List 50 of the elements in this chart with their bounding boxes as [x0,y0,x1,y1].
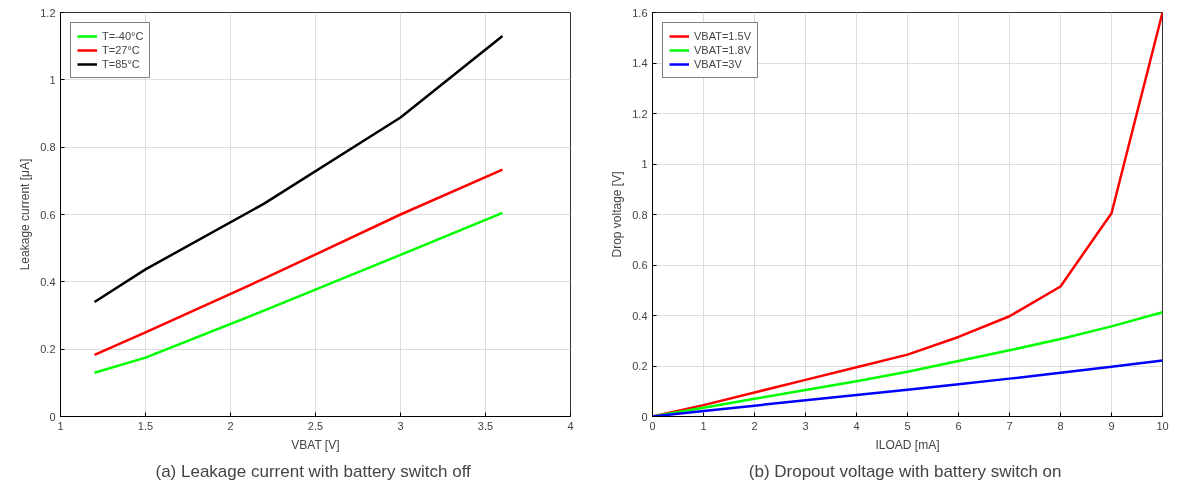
x-tick-label: 4 [853,419,860,432]
y-tick-label: 0.2 [40,343,56,356]
y-tick-label: 0.8 [632,208,648,221]
x-tick-label: 10 [1156,419,1169,432]
x-axis-title: ILOAD [mA] [875,437,940,452]
y-tick-label: 1.2 [40,6,56,19]
legend-label: T=-40°C [102,29,144,43]
line-series [652,12,1163,417]
y-tick-label: 0.8 [40,141,56,154]
line-series [93,168,504,357]
x-axis-title: VBAT [V] [291,437,340,452]
y-tick-label: 0.6 [40,208,56,221]
legend-label: T=85°C [102,57,140,71]
x-tick-label: 3 [802,419,809,432]
x-tick-label: 2 [227,419,234,432]
x-tick-label: 2.5 [307,419,324,432]
y-tick-label: 0.2 [632,360,648,372]
x-tick-label: 1.5 [137,419,154,432]
text: (b) Dropout voltage with battery switch on [748,461,1062,481]
x-tick-label: 7 [1006,419,1013,432]
x-tick-label: 6 [955,419,962,432]
x-tick-label: 4 [567,419,574,432]
y-axis-title: Drop voltage [V] [610,171,625,258]
x-tick-label: 9 [1108,419,1115,432]
x-tick-label: 0 [649,419,656,432]
y-tick-label: 0.4 [632,309,648,322]
y-axis-title: Leakage current [μA] [18,158,33,271]
x-tick-label: 8 [1057,419,1064,432]
y-tick-label: 1.4 [632,57,648,69]
y-tick-label: 0.4 [40,275,56,288]
x-tick-label: 2 [751,419,758,432]
line-series [93,211,504,374]
x-tick-label: 3 [397,419,404,432]
y-tick-label: 0 [641,410,648,423]
legend-label: VBAT=1.8V [694,43,751,57]
x-tick-label: 3.5 [477,419,494,432]
line-series [93,34,504,304]
legend-label: VBAT=3V [694,57,742,71]
y-tick-label: 0 [49,410,56,423]
y-tick-label: 1 [641,158,648,170]
y-tick-label: 0.6 [632,259,648,271]
x-tick-label: 1 [700,419,707,432]
y-tick-label: 1 [49,73,56,86]
y-tick-label: 1.6 [632,6,648,19]
x-tick-label: 5 [904,419,911,432]
text: (a) Leakage current with battery switch off [155,461,472,481]
legend-label: T=27°C [102,43,140,57]
x-tick-label: 1 [57,419,64,432]
y-tick-label: 1.2 [632,107,648,120]
legend-label: VBAT=1.5V [694,29,751,43]
